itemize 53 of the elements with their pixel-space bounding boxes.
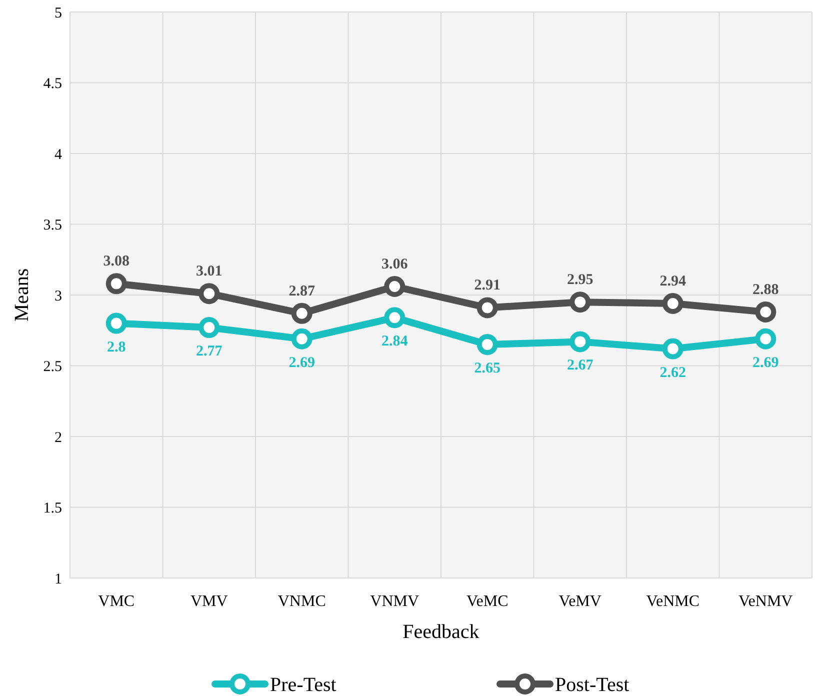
y-tick-label: 2.5 (43, 359, 62, 375)
data-label: 2.88 (752, 282, 779, 298)
data-label: 2.91 (474, 278, 500, 294)
point (755, 301, 776, 322)
y-tick-label: 4.5 (43, 76, 62, 92)
data-label: 2.65 (474, 360, 500, 377)
data-label: 2.69 (288, 354, 315, 371)
point (291, 328, 312, 350)
point (384, 307, 406, 328)
data-label: 2.67 (567, 358, 594, 374)
point (662, 338, 684, 360)
legend-label: Pre-Test (270, 674, 337, 696)
point (291, 302, 312, 324)
data-label: 2.84 (382, 334, 408, 350)
data-label: 3.06 (382, 256, 408, 273)
y-tick-label: 1.5 (43, 500, 62, 516)
x-tick-label: VNMV (370, 593, 420, 610)
x-tick-label: VMV (190, 593, 228, 610)
point (384, 276, 406, 298)
x-tick-label: VeNMV (738, 593, 794, 610)
data-label: 3.08 (103, 254, 130, 270)
point (106, 312, 127, 334)
point (755, 328, 776, 350)
data-label: 2.87 (288, 283, 316, 300)
point (570, 331, 591, 352)
data-label: 2.77 (196, 344, 223, 360)
x-axis-title: Feedback (402, 621, 480, 643)
point (476, 297, 498, 318)
data-label: 3.01 (196, 264, 222, 280)
y-axis-title: Means (11, 268, 33, 322)
data-label: 2.95 (567, 272, 594, 288)
point (198, 283, 220, 304)
x-tick-label: VeNMC (646, 593, 700, 610)
data-label: 2.62 (660, 364, 686, 381)
point (662, 292, 684, 314)
x-tick-label: VMC (98, 593, 135, 610)
y-tick-label: 3.5 (43, 218, 62, 234)
point (570, 292, 591, 313)
y-tick-label: 4 (54, 146, 62, 163)
y-tick-label: 5 (54, 5, 62, 22)
x-tick-label: VeMC (466, 593, 508, 610)
y-tick-label: 3 (54, 288, 62, 304)
y-tick-label: 2 (54, 430, 62, 446)
data-label: 2.94 (660, 273, 686, 290)
x-tick-label: VNMC (278, 593, 326, 610)
point (476, 334, 498, 356)
y-tick-label: 1 (54, 571, 62, 588)
data-label: 2.69 (752, 354, 779, 371)
point (106, 273, 127, 294)
point (198, 317, 220, 338)
x-tick-label: VeMV (558, 593, 602, 610)
data-label: 2.8 (107, 339, 126, 356)
legend-label: Post-Test (555, 674, 630, 696)
